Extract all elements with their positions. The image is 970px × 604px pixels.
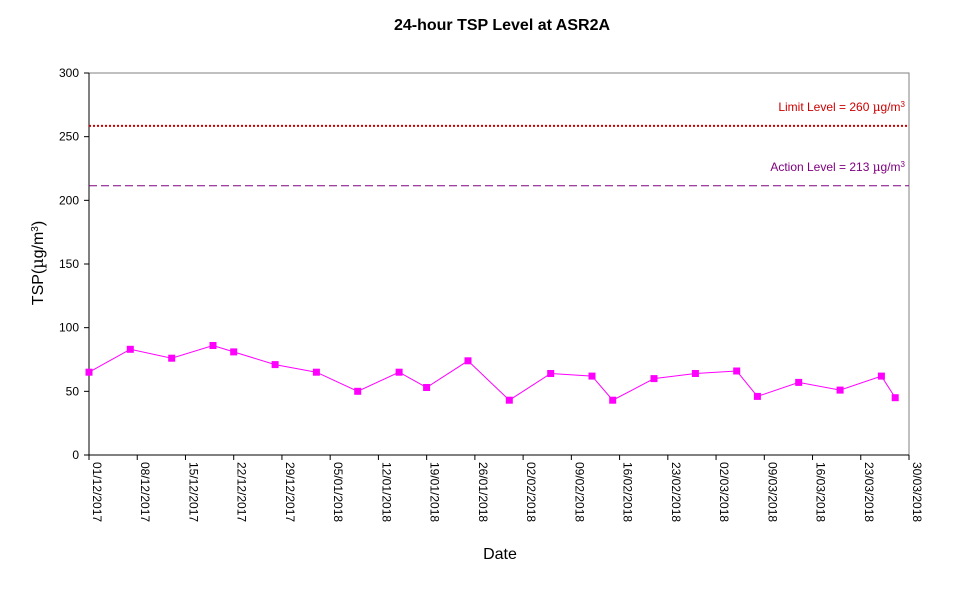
data-point [588, 372, 596, 380]
x-tick-label: 16/02/2018 [621, 462, 635, 522]
plot-frame [88, 72, 910, 456]
data-point [395, 368, 403, 376]
data-point [126, 345, 134, 353]
y-tick-label: 300 [59, 66, 79, 80]
x-tick-label: 19/01/2018 [428, 462, 442, 522]
data-point [753, 392, 761, 400]
data-point [230, 348, 238, 356]
action-level-label: Action Level = 213 µg/m3 [770, 159, 905, 174]
y-tick-label: 50 [66, 384, 80, 398]
data-point [271, 361, 279, 369]
y-tick-label: 200 [59, 193, 79, 207]
x-tick-label: 05/01/2018 [331, 462, 345, 522]
x-tick-label: 09/03/2018 [765, 462, 779, 522]
data-point [312, 368, 320, 376]
data-point [85, 368, 93, 376]
x-tick-label: 30/03/2018 [910, 462, 924, 522]
x-tick-label: 23/02/2018 [669, 462, 683, 522]
x-tick-label: 23/03/2018 [862, 462, 876, 522]
x-tick-label: 09/02/2018 [572, 462, 586, 522]
y-tick-label: 100 [59, 321, 79, 335]
data-point [547, 370, 555, 377]
data-point [836, 386, 844, 394]
x-tick-label: 29/12/2017 [283, 462, 297, 522]
x-tick-label: 22/12/2017 [235, 462, 249, 522]
x-axis-title: Date [483, 546, 517, 563]
data-point [650, 375, 658, 383]
y-tick-label: 250 [59, 130, 79, 144]
data-point [423, 384, 431, 391]
plot-area: 0 50 100 150 200 250 300 01/12/2017 08/12/2017 15… [59, 66, 924, 522]
x-tick-label: 02/03/2018 [717, 462, 731, 522]
x-tick-label: 12/01/2018 [379, 462, 393, 522]
data-point [691, 370, 699, 377]
x-tick-label: 15/12/2017 [186, 462, 200, 522]
x-tick-label: 16/03/2018 [814, 462, 828, 522]
data-point [733, 367, 741, 375]
x-tick-label: 08/12/2017 [138, 462, 152, 522]
chart-title: 24-hour TSP Level at ASR2A [394, 17, 611, 34]
y-tick-label: 0 [72, 448, 79, 462]
y-tick-label: 150 [59, 257, 79, 271]
data-point [795, 378, 803, 386]
data-point [877, 372, 885, 380]
data-point [464, 357, 472, 365]
x-tick-label: 01/12/2017 [90, 462, 104, 522]
data-point [891, 394, 899, 402]
y-axis-title: TSP(µg/m3) [28, 221, 47, 305]
data-point [609, 396, 617, 404]
data-point [168, 354, 176, 362]
series-line [88, 344, 896, 401]
x-tick-label: 26/01/2018 [476, 462, 490, 522]
data-point [505, 396, 513, 404]
data-point [209, 342, 217, 349]
data-point [354, 387, 362, 395]
x-tick-label: 02/02/2018 [524, 462, 538, 522]
limit-level-label: Limit Level = 260 µg/m3 [778, 99, 905, 114]
